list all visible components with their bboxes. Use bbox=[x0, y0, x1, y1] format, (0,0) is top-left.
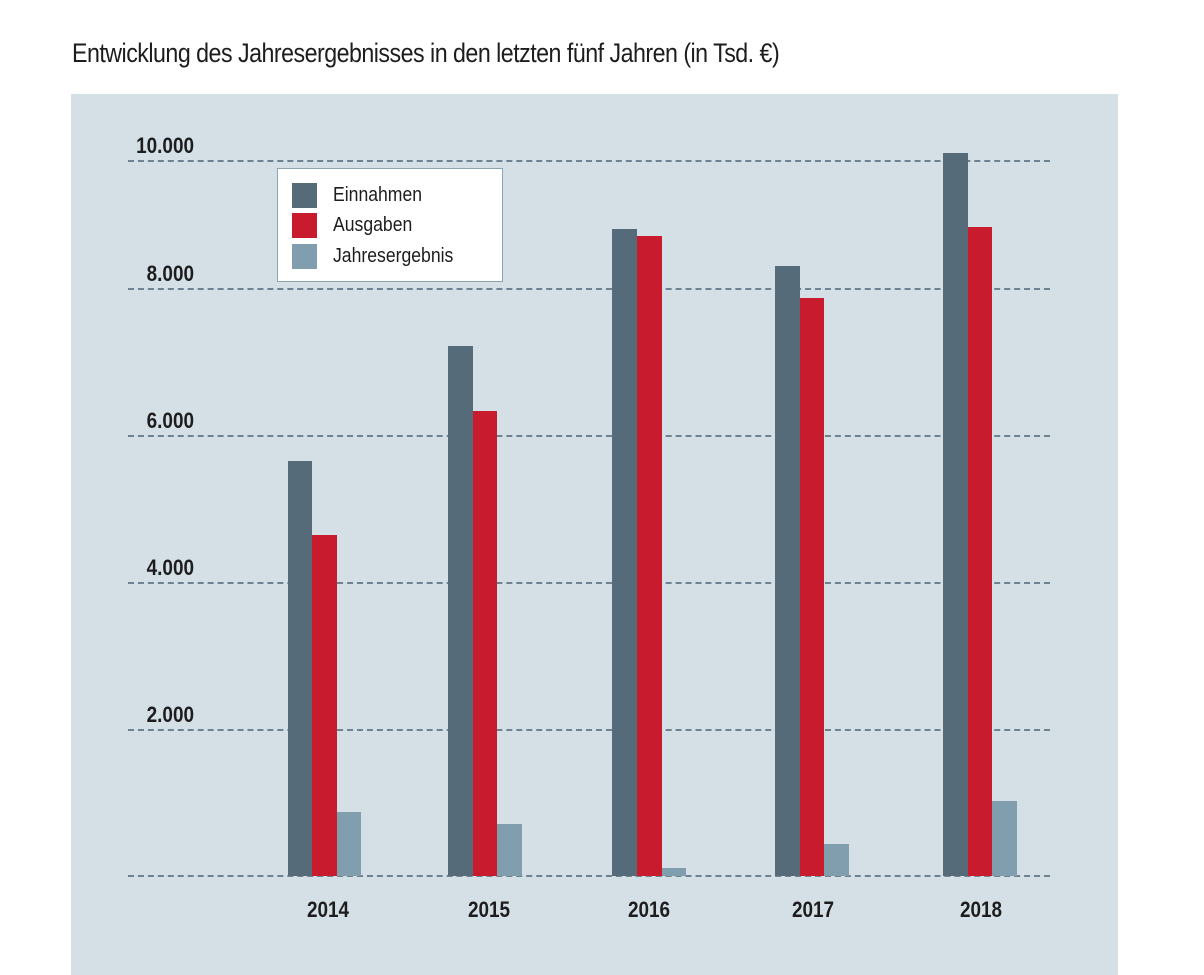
legend-label: Einnahmen bbox=[333, 183, 423, 206]
bar-jahresergebnis-2014 bbox=[337, 812, 361, 876]
bar-einnahmen-2016 bbox=[612, 229, 637, 876]
gridline-10000 bbox=[128, 160, 1050, 162]
x-tick-label: 2017 bbox=[791, 897, 835, 922]
y-tick-label: 4.000 bbox=[146, 555, 194, 580]
bar-jahresergebnis-2017 bbox=[824, 844, 849, 876]
bar-einnahmen-2018 bbox=[943, 153, 968, 876]
x-tick-label: 2016 bbox=[627, 897, 671, 922]
gridline-4000 bbox=[128, 582, 1050, 584]
chart-title: Entwicklung des Jahresergebnisses in den… bbox=[72, 38, 780, 68]
gridline-2000 bbox=[128, 729, 1050, 731]
chart-legend: Einnahmen Ausgaben Jahresergebnis bbox=[277, 168, 503, 282]
legend-item-jahresergebnis: Jahresergebnis bbox=[292, 243, 470, 269]
x-tick-label: 2018 bbox=[959, 897, 1003, 922]
x-tick-label: 2015 bbox=[467, 897, 511, 922]
y-tick-label: 6.000 bbox=[146, 408, 194, 433]
y-tick-label: 2.000 bbox=[146, 702, 194, 727]
bar-ausgaben-2017 bbox=[800, 298, 824, 876]
gridline-6000 bbox=[128, 435, 1050, 437]
legend-swatch-ausgaben bbox=[292, 212, 317, 238]
bar-ausgaben-2014 bbox=[312, 535, 337, 876]
bar-ausgaben-2018 bbox=[968, 227, 992, 876]
legend-item-einnahmen: Einnahmen bbox=[292, 182, 434, 208]
bar-ausgaben-2016 bbox=[637, 236, 662, 876]
legend-label: Ausgaben bbox=[333, 213, 413, 236]
legend-label: Jahresergebnis bbox=[333, 244, 454, 267]
bar-einnahmen-2017 bbox=[775, 266, 800, 876]
bar-jahresergebnis-2016 bbox=[662, 868, 686, 876]
gridline-8000 bbox=[128, 288, 1050, 290]
bar-jahresergebnis-2015 bbox=[497, 824, 522, 876]
y-tick-label: 8.000 bbox=[146, 261, 194, 286]
legend-item-ausgaben: Ausgaben bbox=[292, 212, 423, 238]
bar-jahresergebnis-2018 bbox=[992, 801, 1017, 876]
bar-einnahmen-2014 bbox=[288, 461, 312, 876]
gridline-0 bbox=[128, 875, 1050, 877]
y-tick-label: 10.000 bbox=[136, 133, 194, 158]
x-tick-label: 2014 bbox=[306, 897, 350, 922]
legend-swatch-einnahmen bbox=[292, 182, 317, 208]
legend-swatch-jahresergebnis bbox=[292, 243, 317, 269]
bar-einnahmen-2015 bbox=[448, 346, 473, 876]
bar-ausgaben-2015 bbox=[473, 411, 497, 876]
